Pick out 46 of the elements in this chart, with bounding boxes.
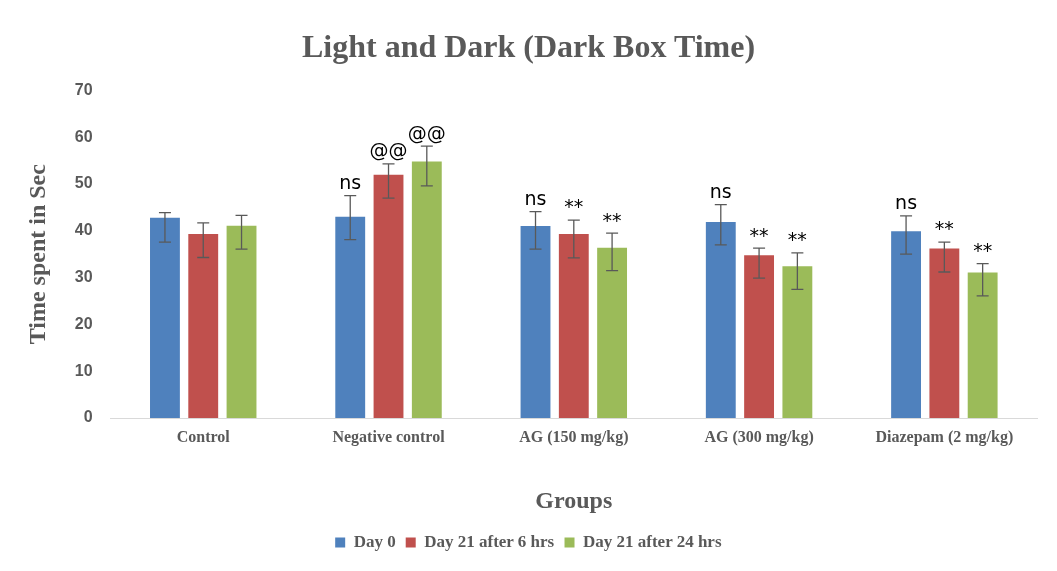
legend-label: Day 21 after 6 hrs: [424, 531, 555, 551]
data-label: @@: [369, 139, 408, 162]
legend-label: Day 21 after 24 hrs: [583, 531, 722, 551]
data-label: ns: [709, 180, 732, 203]
y-axis-title: Time spent in Sec: [23, 163, 50, 345]
data-label: **: [973, 239, 993, 261]
bar: [520, 226, 551, 418]
legend-label: Day 0: [353, 531, 396, 551]
data-label: ns: [339, 171, 362, 194]
x-tick-label: Control: [176, 427, 231, 445]
data-label: **: [749, 223, 769, 246]
y-tick-label: 20: [74, 314, 93, 332]
x-tick-label: Diazepam (2 mg/kg): [875, 427, 1014, 446]
chart-title: Light and Dark (Dark Box Time): [301, 28, 756, 65]
y-tick-label: 70: [74, 80, 93, 98]
data-label: ns: [524, 187, 547, 210]
bar: [150, 217, 180, 418]
bar: [335, 216, 366, 418]
bar: [744, 255, 775, 418]
x-tick-label: Negative control: [332, 427, 446, 446]
x-axis-title: Groups: [535, 486, 613, 513]
data-label: ns: [895, 191, 918, 214]
y-tick-label: 40: [74, 221, 93, 239]
data-label: @@: [407, 121, 446, 144]
x-tick-label: AG (150 mg/kg): [519, 427, 629, 446]
data-label: **: [602, 208, 622, 231]
x-tick-label: AG (300 mg/kg): [704, 427, 814, 446]
bar: [373, 174, 404, 418]
bar: [558, 234, 589, 418]
bar: [891, 231, 921, 418]
data-label: **: [564, 195, 584, 218]
bar: [188, 234, 219, 418]
y-tick-label: 30: [74, 268, 93, 286]
bar: [782, 266, 813, 418]
data-label: **: [787, 228, 807, 251]
bar: [597, 247, 628, 418]
y-tick-label: 0: [83, 408, 93, 426]
bar: [705, 221, 736, 418]
bar: [929, 248, 960, 418]
bar: [411, 161, 442, 418]
y-tick-label: 50: [74, 174, 93, 192]
y-tick-label: 10: [74, 361, 93, 379]
bar: [967, 272, 998, 418]
data-label: **: [934, 217, 954, 240]
y-tick-label: 60: [74, 127, 93, 145]
bar: [226, 225, 257, 418]
